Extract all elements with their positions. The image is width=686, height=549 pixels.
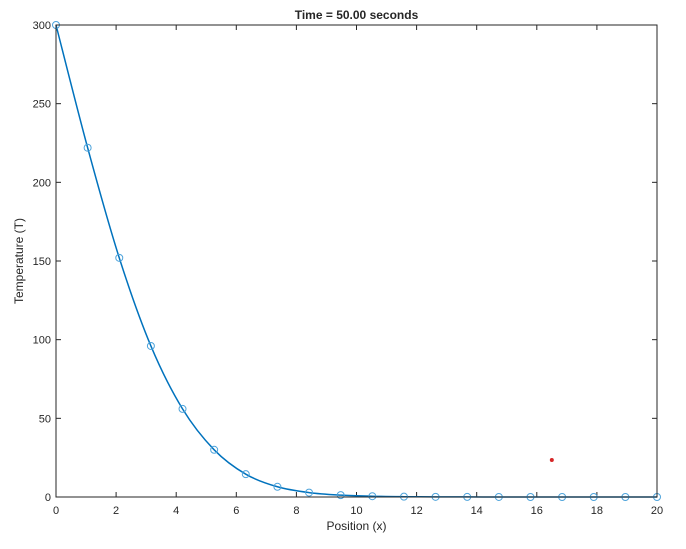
data-point-marker (368, 492, 377, 501)
x-tick-label: 4 (173, 505, 179, 517)
x-tick-label: 14 (471, 505, 483, 517)
y-tick-label: 250 (33, 99, 51, 111)
x-tick-label: 6 (233, 505, 239, 517)
x-tick-label: 18 (591, 505, 603, 517)
x-tick-label: 10 (350, 505, 362, 517)
y-tick-label: 0 (45, 492, 51, 504)
x-tick-label: 8 (293, 505, 299, 517)
data-point-marker (178, 404, 187, 413)
x-axis-label: Position (x) (326, 519, 386, 533)
y-tick-label: 150 (33, 256, 51, 268)
highlight-point (549, 458, 554, 463)
x-tick-label: 2 (113, 505, 119, 517)
y-axis-label: Temperature (T) (12, 218, 26, 304)
x-tick-label: 12 (410, 505, 422, 517)
data-point-marker (305, 488, 314, 497)
data-point-marker (115, 253, 124, 262)
data-point-marker (336, 491, 345, 500)
plot-frame (55, 24, 658, 498)
x-tick-label: 0 (53, 505, 59, 517)
data-point-marker (210, 445, 219, 454)
plot-area (56, 25, 657, 497)
y-tick-label: 50 (39, 413, 51, 425)
x-tick-label: 20 (651, 505, 663, 517)
data-point-marker (146, 341, 155, 350)
data-point-marker (83, 143, 92, 152)
y-tick-label: 200 (33, 177, 51, 189)
data-point-marker (241, 470, 250, 479)
y-tick-label: 300 (33, 20, 51, 32)
chart-title: Time = 50.00 seconds (295, 8, 419, 22)
data-point-marker (273, 482, 282, 491)
y-tick-label: 100 (33, 335, 51, 347)
x-tick-label: 16 (531, 505, 543, 517)
